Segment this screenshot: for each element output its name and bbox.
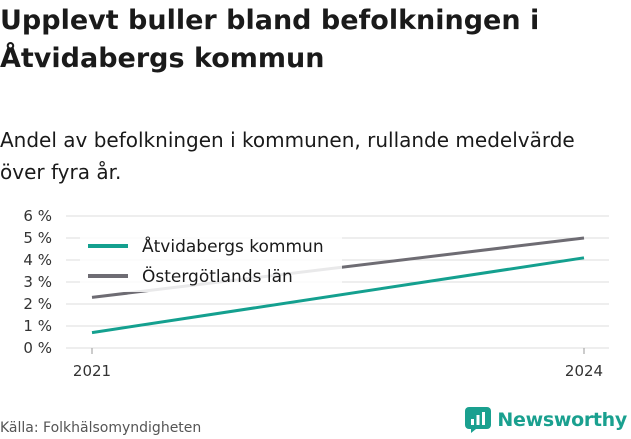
y-tick-label: 3 %	[23, 273, 52, 291]
legend-background	[80, 228, 342, 292]
newsworthy-logo[interactable]: Newsworthy	[465, 407, 627, 433]
line-chart: 0 % 1 % 2 % 3 % 4 % 5 % 6 % 2021 2024 Åtvidaberg…	[23, 207, 609, 380]
y-tick-label: 0 %	[23, 339, 52, 357]
axes: 0 % 1 % 2 % 3 % 4 % 5 % 6 % 2021 2024	[23, 207, 603, 380]
y-tick-label: 2 %	[23, 295, 52, 313]
y-tick-label: 6 %	[23, 207, 52, 225]
y-tick-label: 1 %	[23, 317, 52, 335]
x-tick-label: 2024	[565, 362, 603, 380]
brand-name: Newsworthy	[497, 409, 627, 431]
legend: Åtvidabergs kommun Östergötlands län	[80, 228, 342, 292]
chart-subtitle: Andel av befolkningen i kommunen, rullan…	[0, 128, 575, 184]
x-tick-label: 2021	[73, 362, 111, 380]
legend-item-ostergotlands-lan: Östergötlands län	[142, 265, 293, 287]
y-tick-label: 4 %	[23, 251, 52, 269]
source-note: Källa: Folkhälsomyndigheten	[0, 420, 202, 436]
y-tick-label: 5 %	[23, 229, 52, 247]
chart-title: Upplevt buller bland befolkningen i Åtvi…	[0, 5, 540, 74]
bar-chart-icon	[465, 407, 492, 433]
legend-item-atvidabergs-kommun: Åtvidabergs kommun	[142, 235, 324, 257]
series-line-atvidabergs-kommun	[91, 256, 585, 335]
